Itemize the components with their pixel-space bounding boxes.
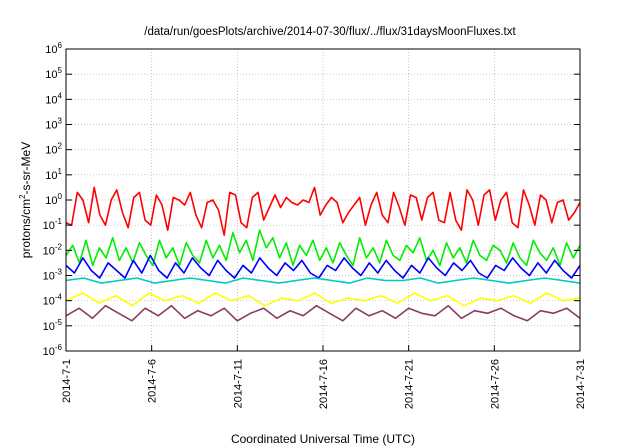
y-tick-label-base: 10 <box>45 69 57 81</box>
y-tick-label-base: 10 <box>45 145 57 157</box>
y-tick-label: 106 <box>45 41 62 56</box>
y-tick-label: 10-6 <box>43 343 63 358</box>
y-tick-label: 10-1 <box>43 217 63 232</box>
x-tick-label: 2014-7-16 <box>318 359 330 409</box>
series-line-0 <box>65 186 581 236</box>
y-tick-label-base: 10 <box>45 170 57 182</box>
y-tick-label: 101 <box>45 167 62 182</box>
y-tick-label: 105 <box>45 66 62 81</box>
grid <box>65 48 581 352</box>
y-tick-label-exponent: 3 <box>58 117 63 126</box>
chart-title: /data/run/goesPlots/archive/2014-07-30/f… <box>144 26 516 38</box>
y-tick-label-exponent: -2 <box>55 242 63 251</box>
y-tick-label-base: 10 <box>43 245 55 257</box>
series-line-5 <box>65 304 581 322</box>
y-tick-label-base: 10 <box>43 346 55 358</box>
y-axis-label-sup: 2 <box>18 194 27 199</box>
y-tick-label-exponent: 5 <box>58 66 63 75</box>
x-tick-label: 2014-7-11 <box>232 359 244 408</box>
y-tick-label-base: 10 <box>45 120 57 132</box>
y-tick-label-exponent: 4 <box>58 91 63 100</box>
axis-ticks: 10-610-510-410-310-210-11001011021031041… <box>43 41 587 409</box>
y-tick-label-base: 10 <box>43 296 55 308</box>
y-tick-label-base: 10 <box>43 271 55 283</box>
y-tick-label-exponent: -4 <box>55 293 63 302</box>
y-tick-label-exponent: 1 <box>58 167 63 176</box>
x-tick-label: 2014-7-31 <box>575 359 587 409</box>
y-tick-label: 103 <box>45 117 62 132</box>
y-tick-label-exponent: 6 <box>58 41 63 50</box>
series-lines <box>65 186 581 322</box>
y-tick-label-exponent: -6 <box>55 343 63 352</box>
y-tick-label: 10-5 <box>43 318 63 333</box>
y-tick-label-base: 10 <box>45 94 57 106</box>
x-tick-label: 2014-7-6 <box>147 359 159 403</box>
series-line-4 <box>65 292 581 307</box>
y-tick-label: 104 <box>45 91 62 106</box>
y-tick-label: 10-4 <box>43 293 63 308</box>
series-line-2 <box>65 254 581 279</box>
y-tick-label-base: 10 <box>45 195 57 207</box>
x-tick-label: 2014-7-1 <box>61 359 73 403</box>
y-tick-label-base: 10 <box>43 321 55 333</box>
y-tick-label-base: 10 <box>43 220 55 232</box>
y-axis-label: protons/cm2-s-sr-MeV <box>18 142 33 258</box>
series-line-3 <box>65 277 581 284</box>
y-tick-label-exponent: -3 <box>55 268 63 277</box>
y-tick-label-exponent: 0 <box>58 192 63 201</box>
x-axis-label: Coordinated Universal Time (UTC) <box>231 432 415 446</box>
x-tick-label: 2014-7-21 <box>404 359 416 409</box>
series-line-1 <box>65 229 581 267</box>
y-tick-label: 10-2 <box>43 242 63 257</box>
y-tick-label-exponent: -5 <box>55 318 63 327</box>
y-tick-label: 102 <box>45 142 62 157</box>
y-axis-label-rest: -s-sr-MeV <box>19 142 33 195</box>
y-tick-label: 100 <box>45 192 62 207</box>
x-tick-label: 2014-7-26 <box>489 359 501 409</box>
y-tick-label-exponent: -1 <box>55 217 63 226</box>
y-tick-label-base: 10 <box>45 44 57 56</box>
y-axis-label-main: protons/cm <box>19 199 33 258</box>
y-tick-label: 10-3 <box>43 268 63 283</box>
y-tick-label-exponent: 2 <box>58 142 63 151</box>
